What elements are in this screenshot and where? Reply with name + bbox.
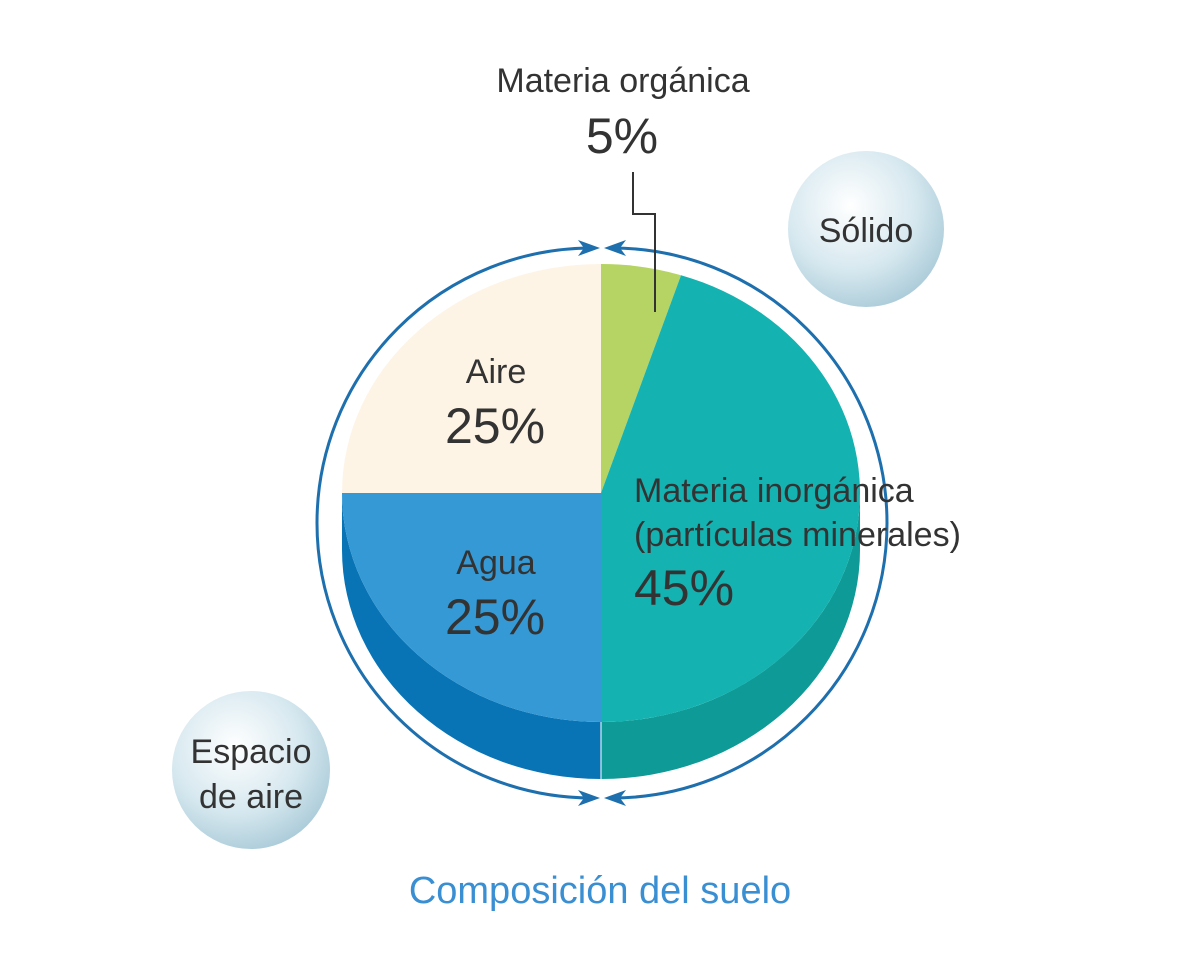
air-space-bubble: Espacio de aire xyxy=(172,691,330,849)
air-value: 25% xyxy=(445,398,545,454)
pie-side-agua xyxy=(342,493,601,779)
arrowhead-top-left xyxy=(578,240,600,256)
air-label: Aire xyxy=(466,353,526,391)
arrowhead-bottom-right xyxy=(604,790,626,806)
organic-label: Materia orgánica xyxy=(496,62,749,100)
pie-sides xyxy=(342,493,860,779)
solid-arc-arrow xyxy=(611,246,889,800)
water-label: Agua xyxy=(456,544,535,582)
water-value: 25% xyxy=(445,589,545,645)
air-space-arc-arrow xyxy=(315,246,593,800)
group-arrows xyxy=(315,240,889,806)
arrowhead-bottom-left xyxy=(578,790,600,806)
inorganic-label-line2: (partículas minerales) xyxy=(634,516,961,554)
organic-value: 5% xyxy=(586,108,658,164)
solid-bubble: Sólido xyxy=(788,151,944,307)
pie-side-materia-inorganica-particulas-minerales xyxy=(601,493,860,779)
pie-slice-materia-organica xyxy=(601,264,682,493)
arrowhead-top-right xyxy=(604,240,626,256)
pie-slices xyxy=(342,264,860,722)
pie-slice-materia-inorganica-particulas-minerales xyxy=(601,275,860,722)
organic-leader-line xyxy=(632,172,656,312)
air-space-bubble-label-line1: Espacio xyxy=(191,733,312,771)
inorganic-value: 45% xyxy=(634,560,734,616)
pie-slice-agua xyxy=(342,493,601,722)
pie-slice-aire xyxy=(342,264,601,493)
chart-title: Composición del suelo xyxy=(409,870,791,912)
solid-bubble-label: Sólido xyxy=(819,212,914,250)
inorganic-label-line1: Materia inorgánica xyxy=(634,472,914,510)
air-space-bubble-label-line2: de aire xyxy=(199,778,303,816)
